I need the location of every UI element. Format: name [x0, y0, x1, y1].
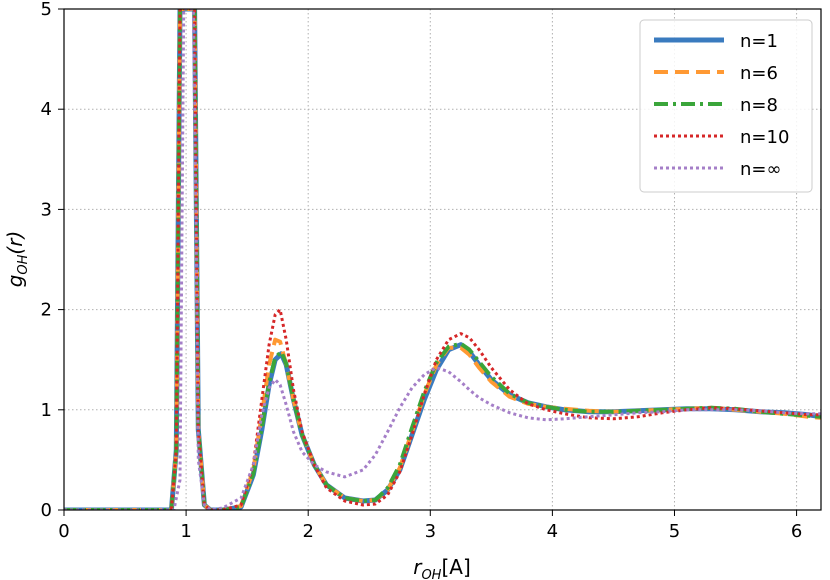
x-tick-label: 1: [180, 521, 191, 542]
series-group: [64, 9, 821, 510]
legend-label: n=∞: [740, 159, 781, 180]
legend-label: n=8: [740, 95, 778, 116]
legend: n=1 n=6 n=8 n=10 n=∞: [639, 19, 813, 193]
x-axis-label: rOH[A]: [413, 555, 471, 580]
y-tick-label: 5: [41, 0, 52, 20]
y-tick-label: 1: [41, 400, 52, 421]
x-tick-label: 5: [669, 521, 680, 542]
legend-label: n=10: [740, 127, 789, 148]
series-line: [64, 9, 821, 510]
x-tick-label: 3: [425, 521, 436, 542]
x-tick-label: 2: [302, 521, 313, 542]
x-tick-label: 0: [58, 521, 69, 542]
y-tick-label: 0: [41, 500, 52, 521]
y-axis-label: gOH(r): [3, 231, 31, 288]
legend-box: [639, 19, 813, 193]
legend-label: n=6: [740, 63, 778, 84]
y-ticks: 0 1 2 3 4 5: [41, 0, 64, 521]
y-tick-label: 3: [41, 199, 52, 220]
plot-frame: [63, 8, 822, 511]
legend-label: n=1: [740, 31, 778, 52]
y-tick-label: 2: [41, 300, 52, 321]
x-tick-label: 4: [547, 521, 558, 542]
x-ticks: 0 1 2 3 4 5 6: [58, 510, 802, 542]
x-tick-label: 6: [791, 521, 802, 542]
y-tick-label: 4: [41, 99, 52, 120]
